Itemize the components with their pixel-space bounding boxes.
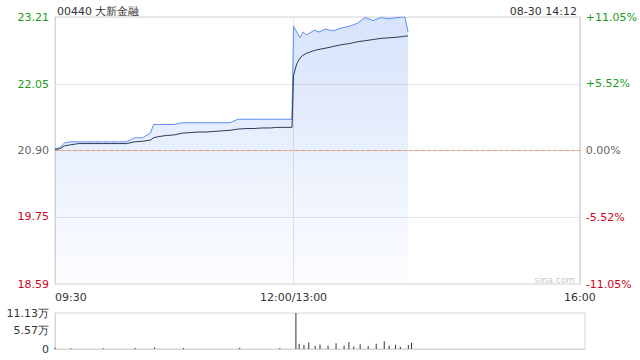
svg-text:-11.05%: -11.05% — [586, 278, 632, 291]
svg-text:16:00: 16:00 — [564, 291, 596, 304]
svg-text:11.13万: 11.13万 — [7, 307, 50, 320]
svg-text:12:00/13:00: 12:00/13:00 — [260, 291, 327, 304]
svg-text:sina.com: sina.com — [535, 275, 576, 285]
svg-text:18.59: 18.59 — [18, 278, 50, 291]
svg-text:20.90: 20.90 — [18, 144, 50, 157]
svg-text:19.75: 19.75 — [18, 210, 50, 223]
svg-text:0.00%: 0.00% — [586, 144, 621, 157]
svg-text:5.57万: 5.57万 — [14, 324, 50, 337]
svg-text:00440 大新金融: 00440 大新金融 — [57, 5, 140, 18]
svg-text:23.21: 23.21 — [18, 11, 50, 24]
svg-text:+11.05%: +11.05% — [586, 11, 637, 24]
svg-text:09:30: 09:30 — [55, 291, 87, 304]
svg-text:-5.52%: -5.52% — [586, 211, 625, 224]
svg-text:08-30 14:12: 08-30 14:12 — [510, 5, 577, 18]
svg-text:22.05: 22.05 — [18, 78, 50, 91]
svg-text:0: 0 — [42, 343, 49, 356]
svg-text:+5.52%: +5.52% — [586, 77, 630, 90]
